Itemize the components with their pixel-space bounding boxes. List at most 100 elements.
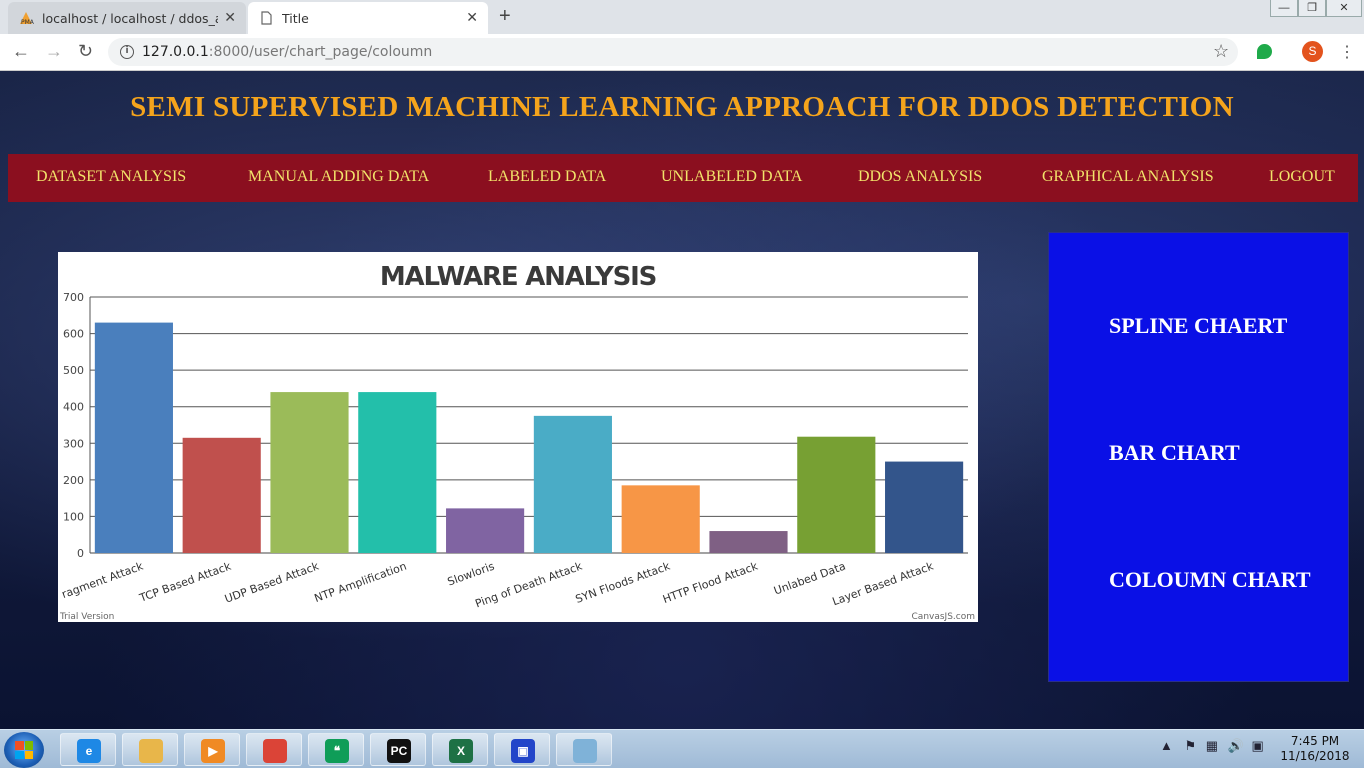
- taskbar-app[interactable]: [122, 733, 178, 766]
- tab-title: localhost / localhost / ddos_attac: [42, 10, 218, 26]
- new-tab-plus-icon[interactable]: +: [499, 5, 511, 27]
- svg-text:PMA: PMA: [21, 19, 34, 26]
- bar[interactable]: [533, 415, 612, 553]
- close-icon[interactable]: ✕: [466, 10, 478, 26]
- minimize-icon[interactable]: —: [1270, 0, 1298, 17]
- volume-icon[interactable]: 🔊: [1227, 738, 1244, 753]
- y-tick-label: 0: [77, 547, 84, 560]
- bar[interactable]: [885, 461, 964, 553]
- nav-ddos-analysis[interactable]: DDOS ANALYSIS: [858, 168, 983, 185]
- close-icon[interactable]: ✕: [224, 10, 236, 26]
- y-tick-label: 200: [63, 474, 84, 487]
- page-title: SEMI SUPERVISED MACHINE LEARNING APPROAC…: [130, 91, 1234, 123]
- bar[interactable]: [709, 531, 788, 553]
- nav-manual-adding-data[interactable]: MANUAL ADDING DATA: [248, 168, 430, 185]
- menu-kebab-icon[interactable]: ⋮: [1339, 44, 1355, 61]
- chart-trial-text: Trial Version: [59, 612, 114, 622]
- y-tick-label: 300: [63, 437, 84, 450]
- x-tick-label: SYN Floods Attack: [574, 559, 673, 605]
- x-tick-label: UDP Based Attack: [223, 559, 321, 605]
- x-tick-label: Slowloris: [446, 560, 497, 589]
- profile-avatar[interactable]: S: [1302, 41, 1323, 62]
- bar[interactable]: [94, 322, 173, 553]
- chart-credit-link[interactable]: CanvasJS.com: [912, 612, 975, 622]
- pycharm-icon: PC: [387, 739, 411, 763]
- chart-svg: MALWARE ANALYSIS 0100200300400500600700 …: [59, 262, 975, 622]
- column-chart: MALWARE ANALYSIS 0 100 200 300 400 500 600 700 …: [58, 252, 978, 622]
- tab-title: Title: [282, 10, 309, 26]
- phpmyadmin-icon: PMA: [18, 10, 35, 26]
- tray-expand-icon[interactable]: ▲: [1160, 738, 1173, 753]
- taskbar-app[interactable]: [246, 733, 302, 766]
- y-tick-label: 400: [63, 401, 84, 414]
- bar[interactable]: [270, 392, 349, 553]
- file-explorer-icon: [139, 739, 163, 763]
- x-tick-label: HTTP Flood Attack: [661, 559, 760, 606]
- site-info-icon[interactable]: i: [120, 45, 134, 59]
- column-chart-link[interactable]: COLOUMN CHART: [1109, 567, 1311, 592]
- taskbar-app[interactable]: [556, 733, 612, 766]
- nav-labeled-data[interactable]: LABELED DATA: [488, 168, 607, 185]
- clock-date: 11/16/2018: [1280, 749, 1350, 763]
- taskbar-app[interactable]: ❝: [308, 733, 364, 766]
- y-tick-label: 700: [63, 291, 84, 304]
- address-bar: ← → ↻ i 127.0.0.1:8000/user/chart_page/c…: [0, 34, 1364, 71]
- reload-icon[interactable]: ↻: [78, 41, 94, 61]
- tab-title-page[interactable]: Title ✕: [248, 2, 488, 34]
- url-path: :8000/user/chart_page/coloumn: [208, 44, 433, 60]
- x-tick-label: Layer Based Attack: [831, 559, 936, 608]
- window-controls: — ❐ ✕: [1270, 0, 1362, 18]
- remote-app-icon: ▣: [511, 739, 535, 763]
- chart-type-panel: SPLINE CHAERT BAR CHART COLOUMN CHART: [1048, 232, 1349, 682]
- document-icon: [258, 10, 274, 26]
- taskbar-clock[interactable]: 7:45 PM 11/16/2018: [1280, 734, 1350, 764]
- language-icon[interactable]: ▣: [1251, 738, 1264, 753]
- action-center-flag-icon[interactable]: ⚑: [1184, 738, 1197, 753]
- y-axis-labels: 0 100 200 300 400 500 600 700: [63, 291, 84, 560]
- internet-explorer-icon: e: [77, 739, 101, 763]
- chart-bars: [94, 322, 964, 553]
- main-nav: DATASET ANALYSIS MANUAL ADDING DATA LABE…: [8, 154, 1358, 202]
- bar[interactable]: [182, 437, 261, 553]
- media-player-icon: ▶: [201, 739, 225, 763]
- windows-logo-icon: [15, 741, 33, 759]
- tab-phpmyadmin[interactable]: PMA localhost / localhost / ddos_attac ✕: [8, 2, 246, 34]
- nav-logout[interactable]: LOGOUT: [1269, 168, 1335, 185]
- y-tick-label: 100: [63, 510, 84, 523]
- taskbar-app[interactable]: PC: [370, 733, 426, 766]
- notepad-icon: [573, 739, 597, 763]
- url-host: 127.0.0.1: [142, 44, 209, 60]
- x-tick-label: TCP Based Attack: [137, 559, 233, 605]
- url-input[interactable]: i 127.0.0.1:8000/user/chart_page/coloumn: [108, 38, 1238, 66]
- taskbar-app[interactable]: X: [432, 733, 488, 766]
- x-tick-label: ragment Attack: [60, 559, 146, 601]
- chrome-icon: [263, 739, 287, 763]
- back-arrow-icon[interactable]: ←: [12, 41, 30, 61]
- windows-taskbar: e ▶ ❝ PC X ▣ ▲ ⚑ ▦ 🔊 ▣ 7:45 PM 11/16/2018: [0, 729, 1364, 768]
- spline-chart-link[interactable]: SPLINE CHAERT: [1109, 313, 1288, 338]
- bar[interactable]: [446, 508, 525, 553]
- forward-arrow-icon[interactable]: →: [45, 41, 63, 61]
- bar[interactable]: [358, 392, 437, 553]
- bar[interactable]: [621, 485, 700, 553]
- bar[interactable]: [797, 436, 876, 553]
- extension-icon[interactable]: [1257, 44, 1272, 59]
- y-tick-label: 600: [63, 328, 84, 341]
- hangouts-icon: ❝: [325, 739, 349, 763]
- taskbar-app[interactable]: ▶: [184, 733, 240, 766]
- nav-dataset-analysis[interactable]: DATASET ANALYSIS: [36, 168, 187, 185]
- window-close-icon[interactable]: ✕: [1326, 0, 1362, 17]
- taskbar-app[interactable]: e: [60, 733, 116, 766]
- nav-graphical-analysis[interactable]: GRAPHICAL ANALYSIS: [1042, 168, 1214, 185]
- browser-tab-bar: PMA localhost / localhost / ddos_attac ✕…: [0, 0, 1364, 34]
- start-button[interactable]: [4, 732, 44, 768]
- taskbar-app[interactable]: ▣: [494, 733, 550, 766]
- nav-unlabeled-data[interactable]: UNLABELED DATA: [661, 168, 803, 185]
- bookmark-star-icon[interactable]: ☆: [1213, 41, 1230, 61]
- bar-chart-link[interactable]: BAR CHART: [1109, 440, 1240, 465]
- network-icon[interactable]: ▦: [1205, 738, 1219, 753]
- restore-icon[interactable]: ❐: [1298, 0, 1326, 17]
- clock-time: 7:45 PM: [1290, 734, 1340, 748]
- x-tick-label: NTP Amplification: [313, 560, 409, 605]
